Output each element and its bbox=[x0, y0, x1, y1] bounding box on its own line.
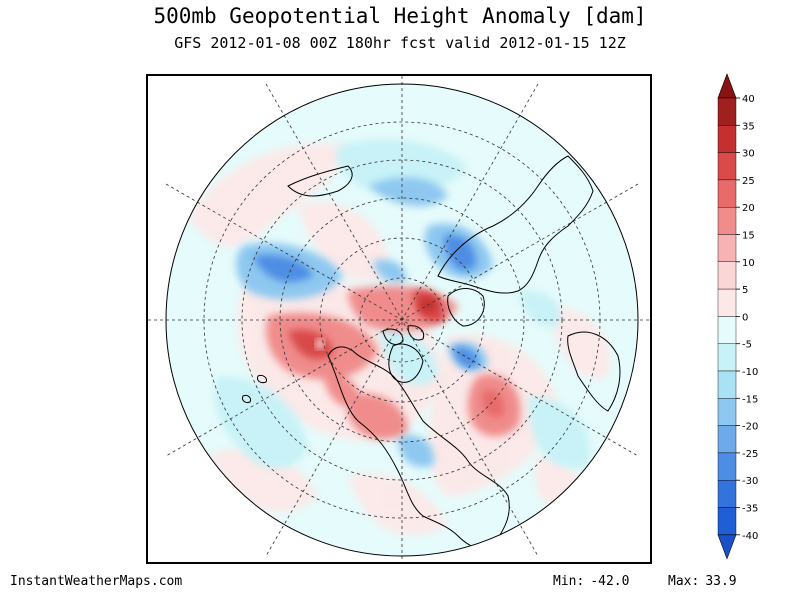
colorbar-tick-label: -10 bbox=[742, 367, 758, 378]
coastline-scandinavia bbox=[447, 288, 485, 327]
colorbar-swatch bbox=[717, 206, 737, 235]
coastline-africa bbox=[567, 331, 621, 412]
colorbar-swatch bbox=[717, 370, 737, 399]
colorbar-swatch bbox=[717, 480, 737, 508]
anomaly-positive-light bbox=[298, 201, 390, 282]
anomaly-positive-strong bbox=[482, 390, 505, 418]
colorbar-swatch bbox=[717, 425, 737, 454]
colorbar-tick-label: -25 bbox=[742, 449, 758, 460]
colorbar-swatch bbox=[717, 316, 737, 344]
anomaly-negative-light bbox=[528, 396, 590, 469]
anomaly-map[interactable] bbox=[148, 76, 650, 562]
colorbar-tick-label: -20 bbox=[742, 422, 758, 433]
colorbar-over-arrow bbox=[717, 73, 737, 99]
min-value: -42.0 bbox=[590, 574, 630, 589]
max-label: Max: bbox=[668, 574, 700, 589]
colorbar-swatch bbox=[717, 261, 737, 290]
colorbar-tick-label: -5 bbox=[742, 340, 752, 351]
colorbar-tick-label: 5 bbox=[742, 285, 748, 296]
colorbar-tick-label: 15 bbox=[742, 231, 755, 242]
colorbar-swatch bbox=[717, 97, 737, 126]
anomaly-negative-medium bbox=[398, 435, 434, 468]
anomaly-negative-medium bbox=[368, 177, 448, 207]
colorbar-under-arrow bbox=[717, 534, 737, 560]
colorbar-tick-label: -40 bbox=[742, 531, 758, 542]
colorbar-tick-label: 35 bbox=[742, 121, 755, 132]
colorbar-tick-label: 25 bbox=[742, 176, 755, 187]
colorbar-tick-label: 10 bbox=[742, 258, 755, 269]
credit-text: InstantWeatherMaps.com bbox=[10, 574, 183, 589]
anomaly-negative-light bbox=[214, 376, 308, 469]
colorbar-tick-label: 20 bbox=[742, 203, 755, 214]
max-value: 33.9 bbox=[705, 574, 737, 589]
anomaly-positive-medium bbox=[348, 393, 408, 440]
map-frame bbox=[146, 74, 652, 564]
min-label: Min: bbox=[553, 574, 585, 589]
colorbar-swatch bbox=[717, 152, 737, 181]
colorbar-tick-label: 40 bbox=[742, 94, 755, 105]
latitude-circle-60 bbox=[279, 197, 525, 443]
anomaly-positive-peak bbox=[316, 339, 324, 349]
graticule bbox=[148, 76, 650, 562]
anomaly-negative-light bbox=[336, 138, 468, 192]
anomaly-negative-light bbox=[378, 326, 438, 386]
colorbar-swatch bbox=[717, 452, 737, 481]
colorbar: 40 35 30 25 20 15 10 5 0 -5 -10 -15 -20 -25 -30 -35 -40 bbox=[717, 73, 758, 560]
anomaly-positive-strong bbox=[288, 329, 333, 360]
coastline-eurasia bbox=[437, 155, 594, 294]
anomaly-positive-light bbox=[348, 473, 448, 536]
colorbar-swatch bbox=[717, 398, 737, 426]
colorbar-tick-label: 30 bbox=[742, 149, 755, 160]
colorbar-tick-label: 0 bbox=[742, 312, 748, 323]
coastline-pacific-isles bbox=[242, 375, 267, 403]
map-title: 500mb Geopotential Height Anomaly [dam] bbox=[153, 4, 647, 28]
coastline-south-america bbox=[477, 543, 514, 556]
colorbar-tick-label: -35 bbox=[742, 504, 758, 515]
anomaly-negative-strong bbox=[253, 254, 313, 282]
anomaly-negative-light bbox=[518, 290, 561, 327]
colorbar-tick-label: -30 bbox=[742, 476, 758, 487]
colorbar-tick-label: -15 bbox=[742, 394, 758, 405]
max-readout: Max: 33.9 bbox=[668, 574, 737, 589]
colorbar-swatch bbox=[717, 179, 737, 208]
anomaly-negative-strong bbox=[443, 235, 477, 271]
anomaly-positive-light bbox=[548, 306, 610, 379]
min-readout: Min: -42.0 bbox=[553, 574, 629, 589]
anomaly-negative-medium bbox=[373, 259, 407, 283]
map-subtitle: GFS 2012-01-08 00Z 180hr fcst valid 2012… bbox=[174, 34, 626, 52]
colorbar-swatch bbox=[717, 288, 737, 317]
colorbar-swatch bbox=[717, 125, 737, 153]
anomaly-positive-light bbox=[188, 143, 348, 247]
hemisphere-edge bbox=[165, 83, 639, 557]
coastline-greenland bbox=[388, 343, 424, 383]
meridian-line bbox=[165, 183, 639, 457]
colorbar-swatch bbox=[717, 343, 737, 372]
colorbar-swatch bbox=[717, 234, 737, 262]
colorbar-swatch bbox=[717, 507, 737, 535]
